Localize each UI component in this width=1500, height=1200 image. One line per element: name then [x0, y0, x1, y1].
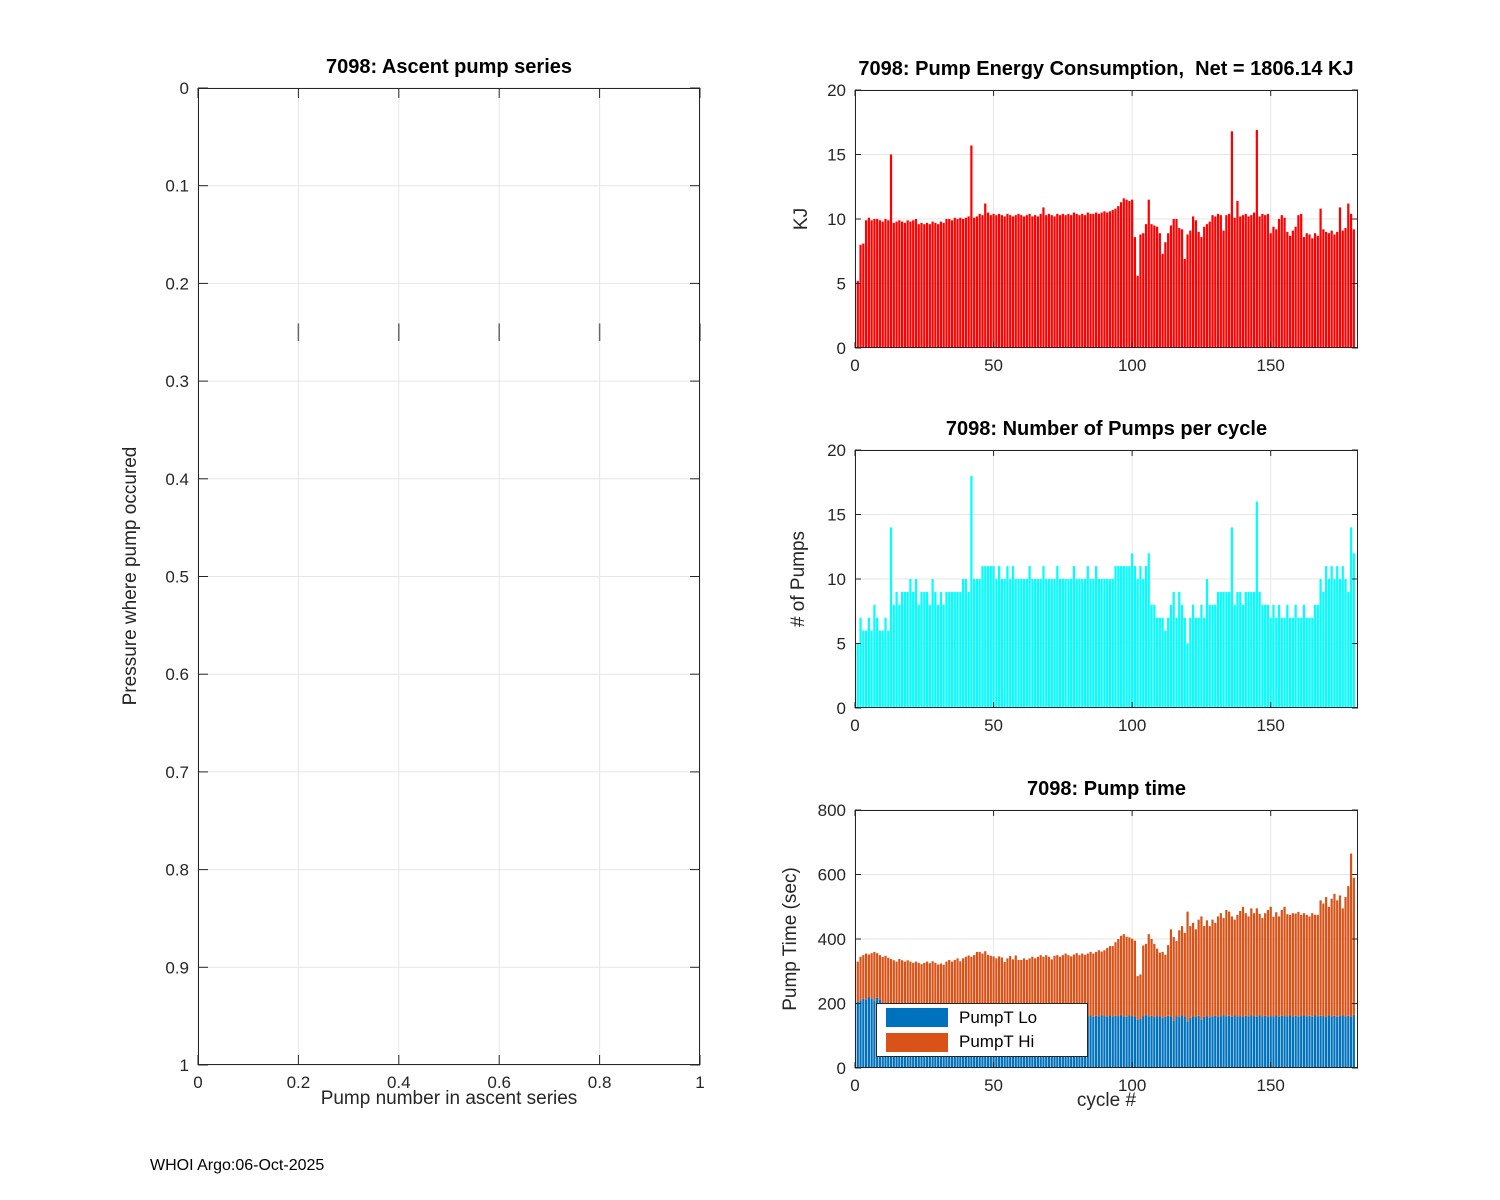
x-axis-label-pumptime: cycle #: [1076, 1090, 1137, 1111]
svg-text:0.6: 0.6: [165, 665, 189, 684]
y-axis-label-pumps: # of Pumps: [788, 530, 809, 628]
svg-text:50: 50: [984, 1076, 1003, 1095]
svg-text:800: 800: [818, 801, 846, 820]
svg-text:0.2: 0.2: [287, 1073, 311, 1092]
svg-text:400: 400: [818, 930, 846, 949]
svg-text:0.2: 0.2: [165, 274, 189, 293]
svg-text:600: 600: [818, 866, 846, 885]
svg-text:100: 100: [1118, 716, 1146, 735]
svg-text:15: 15: [827, 506, 846, 525]
svg-text:0.8: 0.8: [165, 861, 189, 880]
svg-text:150: 150: [1257, 1076, 1285, 1095]
y-axis-label-ascent: Pressure where pump occured: [120, 446, 141, 706]
svg-text:1: 1: [180, 1056, 189, 1075]
legend-swatch-pumpt-lo: [886, 1008, 948, 1028]
legend-label-pumpt-lo: PumpT Lo: [959, 1007, 1038, 1027]
svg-text:15: 15: [827, 146, 846, 165]
svg-text:0: 0: [837, 339, 846, 358]
svg-text:0.7: 0.7: [165, 763, 189, 782]
legend-row-hi: PumpT Hi: [877, 1031, 1087, 1053]
legend: PumpT Lo PumpT Hi: [876, 1003, 1088, 1057]
svg-text:0.4: 0.4: [165, 470, 189, 489]
svg-text:100: 100: [1118, 1076, 1146, 1095]
svg-text:200: 200: [818, 995, 846, 1014]
chart-title-ascent: 7098: Ascent pump series: [325, 56, 573, 78]
energy-consumption-axes: 0 50 100 150 0 5 10 15 20: [827, 81, 1358, 375]
svg-text:0: 0: [180, 79, 189, 98]
chart-title-pumptime: 7098: Pump time: [1027, 778, 1186, 800]
svg-text:0.1: 0.1: [165, 177, 189, 196]
svg-text:100: 100: [1118, 356, 1146, 375]
svg-text:0.5: 0.5: [165, 568, 189, 587]
svg-text:150: 150: [1257, 716, 1285, 735]
y-axis-label-energy: KJ: [791, 207, 812, 231]
svg-text:0.8: 0.8: [588, 1073, 612, 1092]
watermark-text: WHOI Argo:06-Oct-2025: [150, 1157, 325, 1174]
svg-text:0.3: 0.3: [165, 372, 189, 391]
ascent-pump-axes: 0 0.2 0.4 0.6 0.8 100.10.20.30.40.50.60.70.80…: [165, 79, 704, 1092]
chart-title-energy: 7098: Pump Energy Consumption, Net = 180…: [858, 58, 1354, 80]
svg-text:0: 0: [193, 1073, 202, 1092]
svg-text:0: 0: [850, 356, 859, 375]
y-axis-label-pumptime: Pump Time (sec): [780, 867, 801, 1011]
svg-text:0.9: 0.9: [165, 958, 189, 977]
chart-title-pumps: 7098: Number of Pumps per cycle: [945, 418, 1268, 440]
svg-text:5: 5: [837, 635, 846, 654]
svg-text:10: 10: [827, 570, 846, 589]
svg-text:10: 10: [827, 210, 846, 229]
svg-text:50: 50: [984, 716, 1003, 735]
svg-text:0.6: 0.6: [487, 1073, 511, 1092]
legend-swatch-pumpt-hi: [886, 1032, 948, 1052]
svg-text:1: 1: [695, 1073, 704, 1092]
x-axis-label-ascent: Pump number in ascent series: [320, 1088, 578, 1109]
svg-text:20: 20: [827, 441, 846, 460]
svg-text:20: 20: [827, 81, 846, 100]
legend-label-pumpt-hi: PumpT Hi: [959, 1032, 1035, 1052]
pumps-per-cycle-axes: 0 50 100 150 0 5 10 15 20: [827, 441, 1358, 735]
svg-text:5: 5: [837, 275, 846, 294]
svg-text:0: 0: [850, 716, 859, 735]
svg-text:0: 0: [837, 699, 846, 718]
svg-text:50: 50: [984, 356, 1003, 375]
svg-text:0.4: 0.4: [387, 1073, 411, 1092]
svg-text:0: 0: [850, 1076, 859, 1095]
svg-text:0: 0: [837, 1059, 846, 1078]
svg-text:150: 150: [1257, 356, 1285, 375]
legend-row-lo: PumpT Lo: [877, 1007, 1087, 1029]
